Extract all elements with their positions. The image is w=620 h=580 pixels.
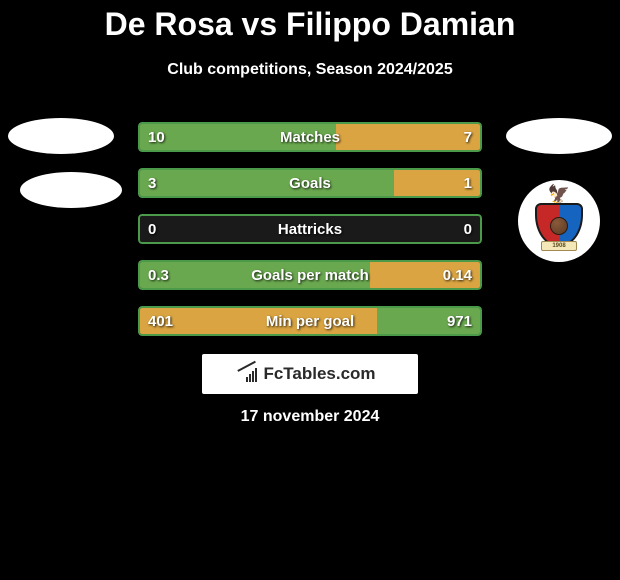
- player-right-avatar-placeholder: [506, 118, 612, 154]
- stat-label: Goals per match: [138, 260, 482, 290]
- footer-date: 17 november 2024: [0, 408, 620, 426]
- stat-value-right: 7: [464, 122, 472, 152]
- stat-label: Goals: [138, 168, 482, 198]
- page-title: De Rosa vs Filippo Damian: [0, 0, 620, 43]
- club-badge: 🦅 1908: [518, 180, 600, 262]
- stat-row: 3Goals1: [138, 168, 482, 198]
- page-subtitle: Club competitions, Season 2024/2025: [0, 61, 620, 79]
- brand-box[interactable]: FcTables.com: [202, 354, 418, 394]
- chart-icon: [244, 366, 257, 382]
- stat-row: 401Min per goal971: [138, 306, 482, 336]
- stat-label: Min per goal: [138, 306, 482, 336]
- stat-row: 0.3Goals per match0.14: [138, 260, 482, 290]
- stat-label: Matches: [138, 122, 482, 152]
- shield-icon: 🦅 1908: [535, 193, 583, 249]
- stat-value-right: 971: [447, 306, 472, 336]
- stat-label: Hattricks: [138, 214, 482, 244]
- brand-text: FcTables.com: [263, 364, 375, 384]
- stats-table: 10Matches73Goals10Hattricks00.3Goals per…: [138, 122, 482, 352]
- eagle-icon: 🦅: [548, 185, 570, 201]
- stat-row: 10Matches7: [138, 122, 482, 152]
- stat-value-right: 0.14: [443, 260, 472, 290]
- badge-year: 1908: [541, 241, 577, 251]
- player-left-avatar-placeholder-1: [8, 118, 114, 154]
- stat-value-right: 0: [464, 214, 472, 244]
- player-left-avatar-placeholder-2: [20, 172, 122, 208]
- stat-value-right: 1: [464, 168, 472, 198]
- stat-row: 0Hattricks0: [138, 214, 482, 244]
